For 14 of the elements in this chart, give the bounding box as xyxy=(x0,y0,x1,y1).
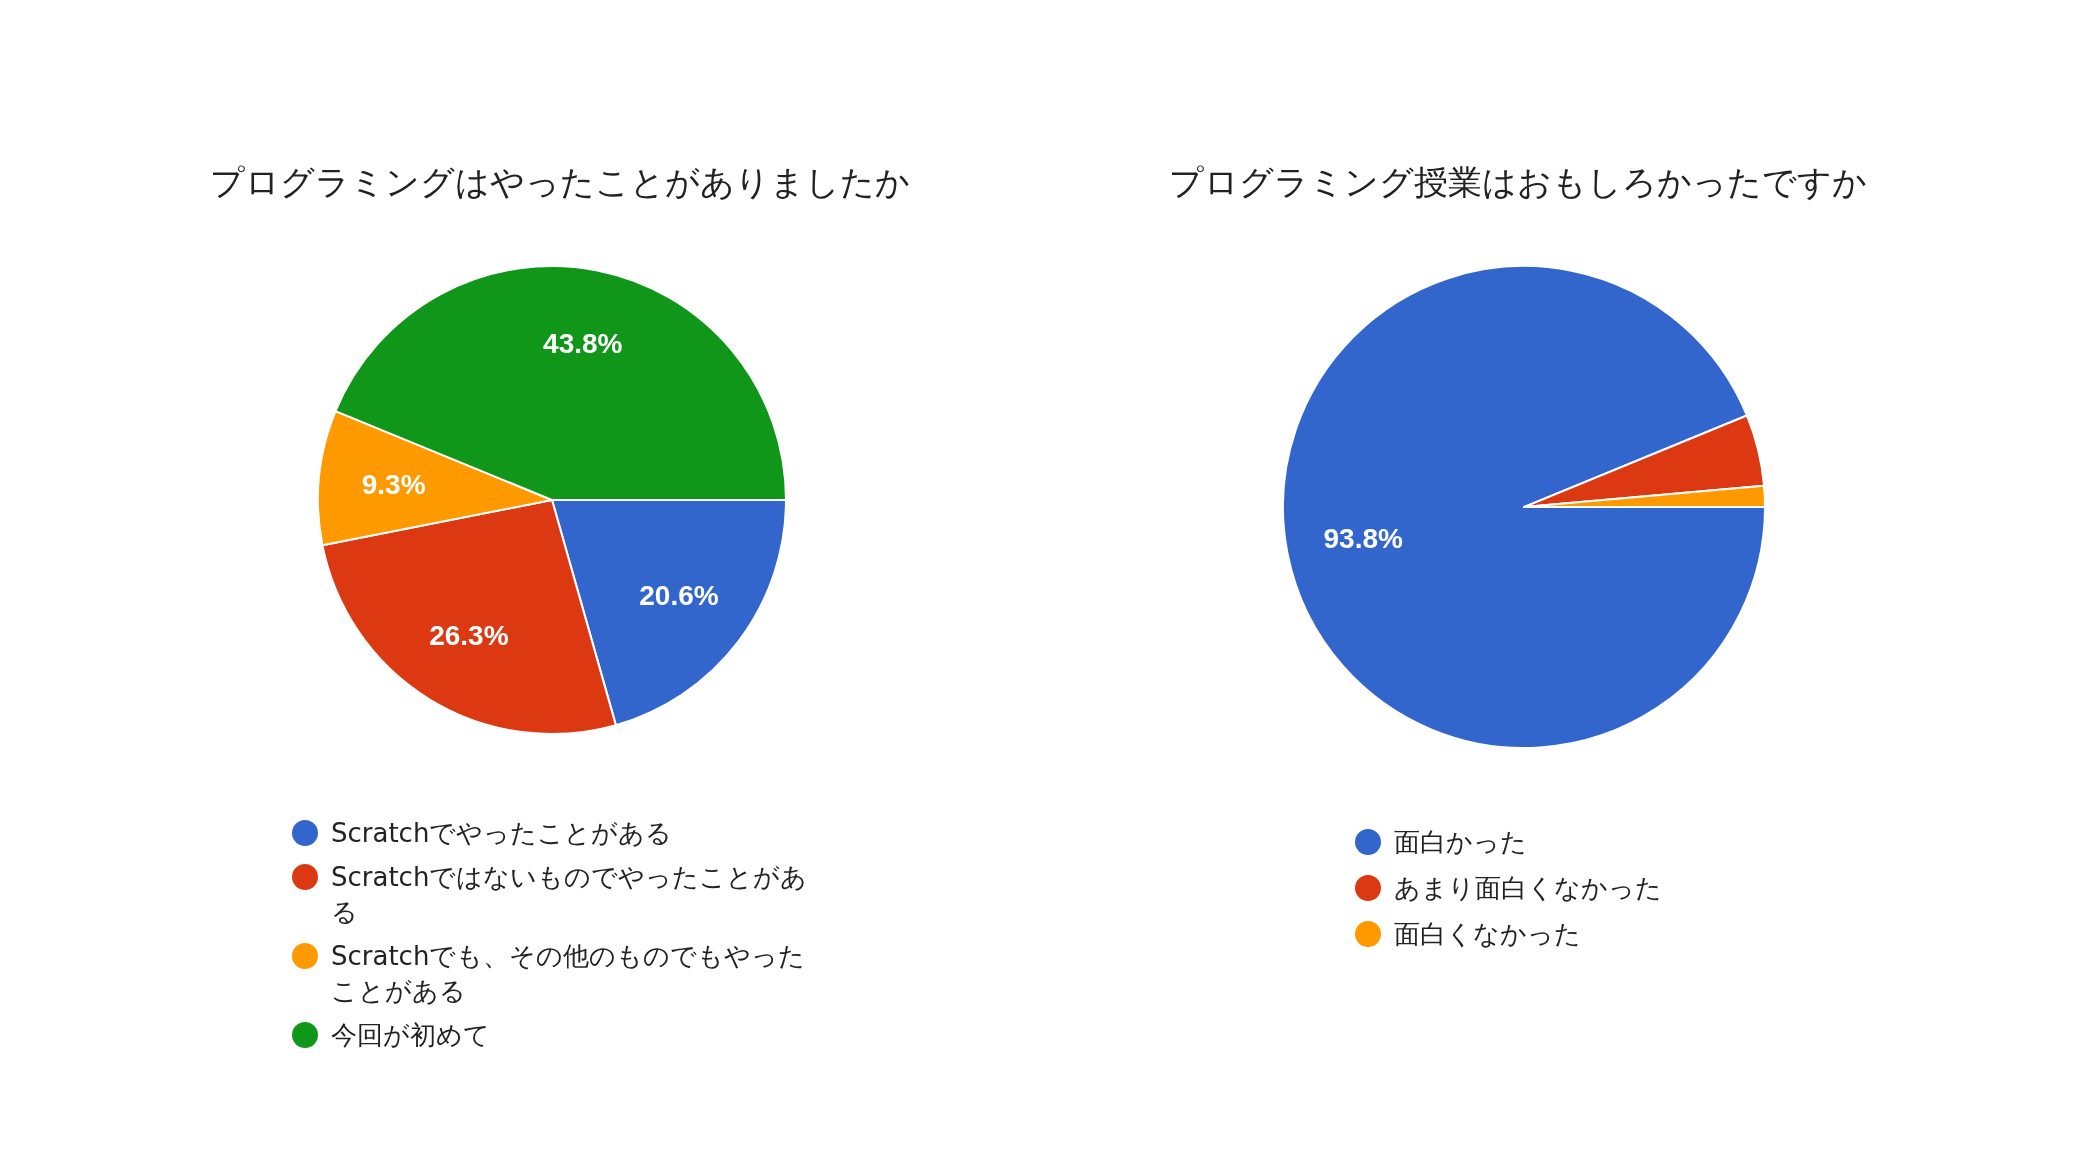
data-label: 93.8% xyxy=(1323,523,1404,555)
legend-label: Scratchでやったことがある xyxy=(331,818,673,848)
data-label: 43.8% xyxy=(543,328,623,360)
data-label: 26.3% xyxy=(429,620,509,652)
legend-label: 面白くなかった xyxy=(1394,919,1581,949)
legend-label: あまり面白くなかった xyxy=(1394,873,1662,903)
legend-label: Scratchでも、その他のものでもやったことがある xyxy=(331,941,806,1006)
data-label: 20.6% xyxy=(639,580,719,612)
chart-title: プログラミングはやったことがありましたか xyxy=(210,162,910,202)
legend-label: Scratchではないものでやったことがある xyxy=(331,862,808,927)
data-label: 9.3% xyxy=(361,469,426,501)
chart-title: プログラミング授業はおもしろかったですか xyxy=(1169,162,1867,202)
legend-label: 面白かった xyxy=(1394,827,1527,857)
legend-label: 今回が初めて xyxy=(331,1020,490,1050)
